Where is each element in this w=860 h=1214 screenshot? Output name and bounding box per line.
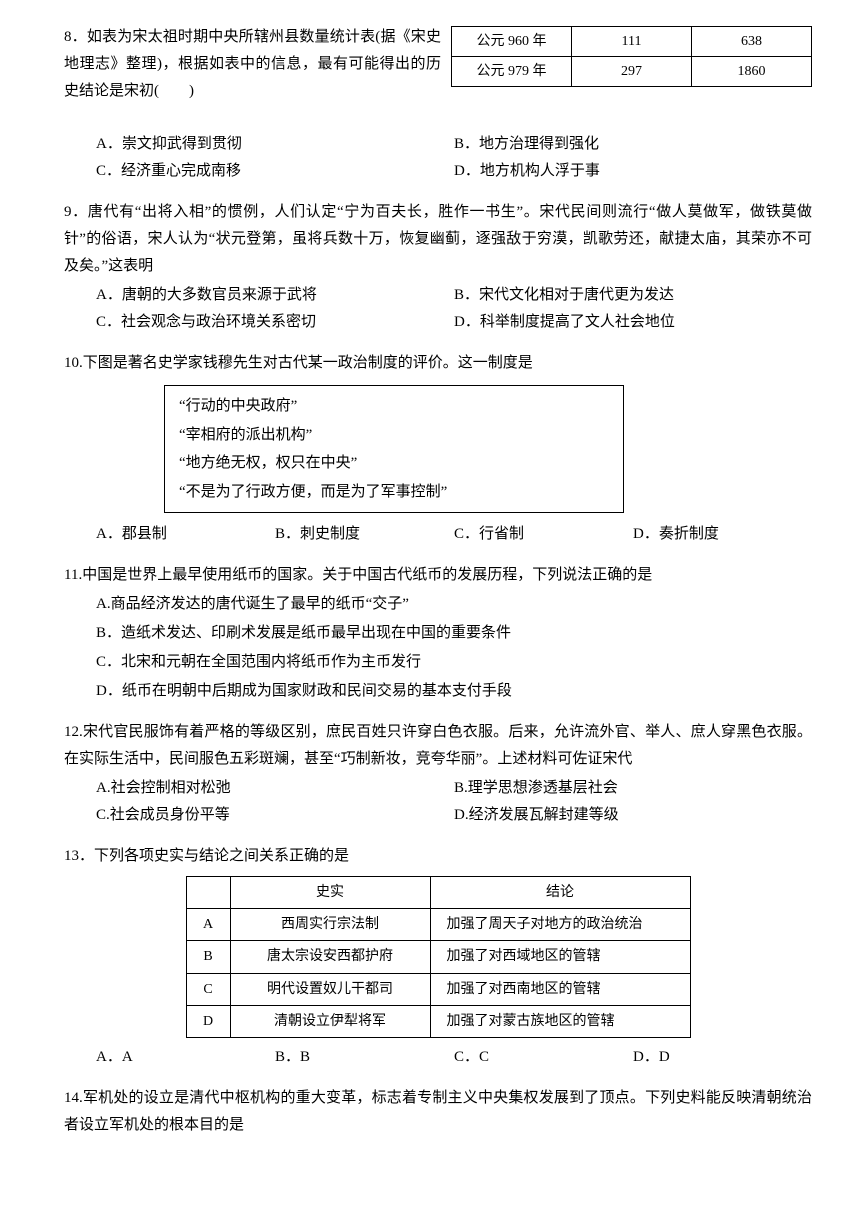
q13-r3c2: 明代设置奴儿干都司 bbox=[230, 973, 430, 1005]
q12-opt-c: C.社会成员身份平等 bbox=[96, 802, 454, 829]
q9-number: 9． bbox=[64, 204, 88, 220]
q10-quote-2: “宰相府的派出机构” bbox=[179, 421, 609, 450]
q13-r1c1: A bbox=[186, 909, 230, 941]
q9-opt-d: D．科举制度提高了文人社会地位 bbox=[454, 309, 812, 336]
q12-opt-a: A.社会控制相对松弛 bbox=[96, 775, 454, 802]
q8-t-r2c1: 公元 979 年 bbox=[452, 57, 572, 87]
q9-opt-b: B．宋代文化相对于唐代更为发达 bbox=[454, 282, 812, 309]
q8-opt-a: A．崇文抑武得到贯彻 bbox=[96, 131, 454, 158]
question-12: 12.宋代官民服饰有着严格的等级区别，庶民百姓只许穿白色衣服。后来，允许流外官、… bbox=[64, 719, 812, 829]
q12-opt-b: B.理学思想渗透基层社会 bbox=[454, 775, 812, 802]
q11-number: 11. bbox=[64, 567, 82, 583]
q9-options: A．唐朝的大多数官员来源于武将 B．宋代文化相对于唐代更为发达 C．社会观念与政… bbox=[64, 282, 812, 336]
q13-h3: 结论 bbox=[430, 877, 690, 909]
q13-opt-a: A．A bbox=[96, 1044, 275, 1071]
q9-stem: 9．唐代有“出将入相”的惯例，人们认定“宁为百夫长，胜作一书生”。宋代民间则流行… bbox=[64, 199, 812, 280]
q13-text: 下列各项史实与结论之间关系正确的是 bbox=[94, 848, 349, 864]
question-10: 10.下图是著名史学家钱穆先生对古代某一政治制度的评价。这一制度是 “行动的中央… bbox=[64, 350, 812, 548]
q13-r1c2: 西周实行宗法制 bbox=[230, 909, 430, 941]
q8-opt-d: D．地方机构人浮于事 bbox=[454, 158, 812, 185]
q13-options: A．A B．B C．C D．D bbox=[64, 1044, 812, 1071]
q8-t-r1c1: 公元 960 年 bbox=[452, 27, 572, 57]
q10-quote-3: “地方绝无权，权只在中央” bbox=[179, 449, 609, 478]
q11-options: A.商品经济发达的唐代诞生了最早的纸币“交子” B．造纸术发达、印刷术发展是纸币… bbox=[64, 591, 812, 705]
q11-stem: 11.中国是世界上最早使用纸币的国家。关于中国古代纸币的发展历程，下列说法正确的… bbox=[64, 562, 812, 589]
q8-t-r2c3: 1860 bbox=[692, 57, 812, 87]
q10-options: A．郡县制 B．刺史制度 C．行省制 D．奏折制度 bbox=[64, 521, 812, 548]
question-14: 14.军机处的设立是清代中枢机构的重大变革，标志着专制主义中央集权发展到了顶点。… bbox=[64, 1085, 812, 1139]
q10-opt-d: D．奏折制度 bbox=[633, 521, 812, 548]
q8-t-r1c2: 111 bbox=[572, 27, 692, 57]
q12-stem: 12.宋代官民服饰有着严格的等级区别，庶民百姓只许穿白色衣服。后来，允许流外官、… bbox=[64, 719, 812, 773]
q11-opt-c: C．北宋和元朝在全国范围内将纸币作为主币发行 bbox=[96, 649, 812, 676]
q8-opt-b: B．地方治理得到强化 bbox=[454, 131, 812, 158]
q8-text: 如表为宋太祖时期中央所辖州县数量统计表(据《宋史地理志》整理)，根据如表中的信息… bbox=[64, 29, 441, 99]
q9-opt-c: C．社会观念与政治环境关系密切 bbox=[96, 309, 454, 336]
q10-stem: 10.下图是著名史学家钱穆先生对古代某一政治制度的评价。这一制度是 bbox=[64, 350, 812, 377]
q13-r1c3: 加强了周天子对地方的政治统治 bbox=[430, 909, 690, 941]
q13-r2c3: 加强了对西域地区的管辖 bbox=[430, 941, 690, 973]
q10-opt-c: C．行省制 bbox=[454, 521, 633, 548]
q12-number: 12. bbox=[64, 724, 83, 740]
q13-h2: 史实 bbox=[230, 877, 430, 909]
q13-r3c1: C bbox=[186, 973, 230, 1005]
q10-quote-1: “行动的中央政府” bbox=[179, 392, 609, 421]
q9-opt-a: A．唐朝的大多数官员来源于武将 bbox=[96, 282, 454, 309]
q13-opt-d: D．D bbox=[633, 1044, 812, 1071]
q14-number: 14. bbox=[64, 1090, 83, 1106]
q13-h1 bbox=[186, 877, 230, 909]
q13-table: 史实 结论 A 西周实行宗法制 加强了周天子对地方的政治统治 B 唐太宗设安西都… bbox=[186, 876, 691, 1038]
q13-r4c2: 清朝设立伊犁将军 bbox=[230, 1005, 430, 1037]
q10-opt-a: A．郡县制 bbox=[96, 521, 275, 548]
q10-text: 下图是著名史学家钱穆先生对古代某一政治制度的评价。这一制度是 bbox=[83, 355, 533, 371]
q13-opt-b: B．B bbox=[275, 1044, 454, 1071]
q8-options: A．崇文抑武得到贯彻 B．地方治理得到强化 C．经济重心完成南移 D．地方机构人… bbox=[64, 131, 812, 185]
q8-t-r2c2: 297 bbox=[572, 57, 692, 87]
question-13: 13．下列各项史实与结论之间关系正确的是 史实 结论 A 西周实行宗法制 加强了… bbox=[64, 843, 812, 1071]
q14-text: 军机处的设立是清代中枢机构的重大变革，标志着专制主义中央集权发展到了顶点。下列史… bbox=[64, 1090, 812, 1133]
q10-opt-b: B．刺史制度 bbox=[275, 521, 454, 548]
question-11: 11.中国是世界上最早使用纸币的国家。关于中国古代纸币的发展历程，下列说法正确的… bbox=[64, 562, 812, 705]
q8-opt-c: C．经济重心完成南移 bbox=[96, 158, 454, 185]
q13-number: 13． bbox=[64, 848, 94, 864]
q10-number: 10. bbox=[64, 355, 83, 371]
q13-stem: 13．下列各项史实与结论之间关系正确的是 bbox=[64, 843, 812, 870]
q11-opt-d: D．纸币在明朝中后期成为国家财政和民间交易的基本支付手段 bbox=[96, 678, 812, 705]
q13-r4c1: D bbox=[186, 1005, 230, 1037]
q9-text: 唐代有“出将入相”的惯例，人们认定“宁为百夫长，胜作一书生”。宋代民间则流行“做… bbox=[64, 204, 812, 274]
q13-r4c3: 加强了对蒙古族地区的管辖 bbox=[430, 1005, 690, 1037]
q14-stem: 14.军机处的设立是清代中枢机构的重大变革，标志着专制主义中央集权发展到了顶点。… bbox=[64, 1085, 812, 1139]
q8-data-table: 公元 960 年 111 638 公元 979 年 297 1860 bbox=[451, 26, 812, 87]
q13-r2c2: 唐太宗设安西都护府 bbox=[230, 941, 430, 973]
q11-opt-b: B．造纸术发达、印刷术发展是纸币最早出现在中国的重要条件 bbox=[96, 620, 812, 647]
q8-number: 8． bbox=[64, 29, 87, 45]
q10-quote-box: “行动的中央政府” “宰相府的派出机构” “地方绝无权，权只在中央” “不是为了… bbox=[164, 385, 624, 513]
q13-r3c3: 加强了对西南地区的管辖 bbox=[430, 973, 690, 1005]
q12-text: 宋代官民服饰有着严格的等级区别，庶民百姓只许穿白色衣服。后来，允许流外官、举人、… bbox=[64, 724, 812, 767]
q10-quote-4: “不是为了行政方便，而是为了军事控制” bbox=[179, 478, 609, 507]
q12-opt-d: D.经济发展瓦解封建等级 bbox=[454, 802, 812, 829]
q11-text: 中国是世界上最早使用纸币的国家。关于中国古代纸币的发展历程，下列说法正确的是 bbox=[82, 567, 652, 583]
question-8: 公元 960 年 111 638 公元 979 年 297 1860 8．如表为… bbox=[64, 24, 812, 185]
q11-opt-a: A.商品经济发达的唐代诞生了最早的纸币“交子” bbox=[96, 591, 812, 618]
question-9: 9．唐代有“出将入相”的惯例，人们认定“宁为百夫长，胜作一书生”。宋代民间则流行… bbox=[64, 199, 812, 336]
q13-r2c1: B bbox=[186, 941, 230, 973]
q8-t-r1c3: 638 bbox=[692, 27, 812, 57]
q13-opt-c: C．C bbox=[454, 1044, 633, 1071]
q12-options: A.社会控制相对松弛 B.理学思想渗透基层社会 C.社会成员身份平等 D.经济发… bbox=[64, 775, 812, 829]
